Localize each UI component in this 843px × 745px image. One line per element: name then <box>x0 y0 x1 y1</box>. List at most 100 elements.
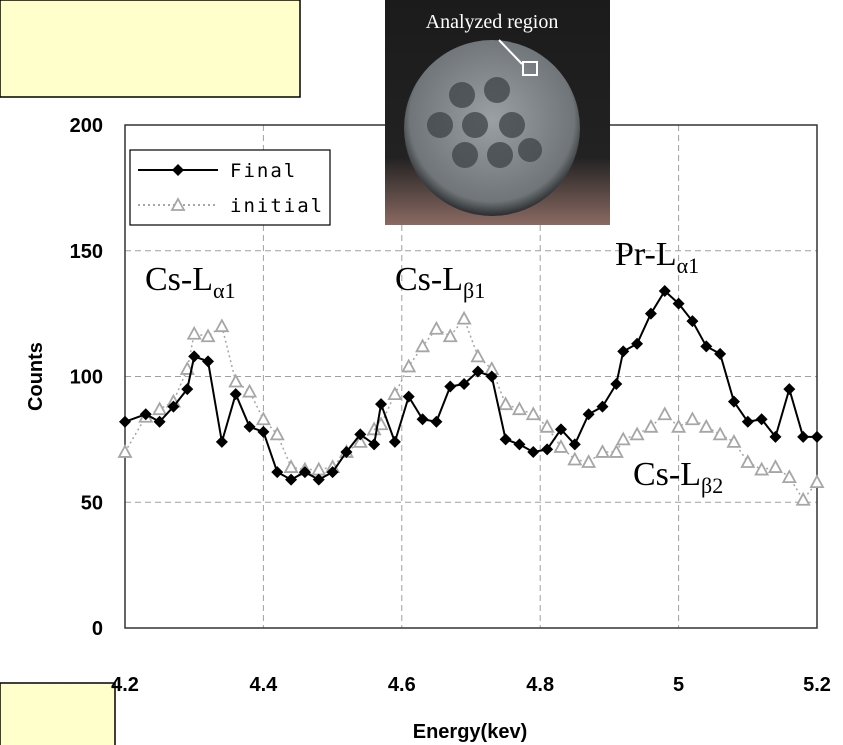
data-point <box>686 413 698 424</box>
data-point <box>728 436 740 447</box>
note-box <box>0 683 115 745</box>
data-point <box>417 413 429 425</box>
data-point <box>527 446 539 458</box>
data-point <box>313 464 325 475</box>
data-point <box>389 436 401 448</box>
data-point <box>216 320 228 331</box>
x-tick-label: 4.8 <box>526 674 554 696</box>
data-point <box>244 421 256 433</box>
data-point <box>769 461 781 472</box>
data-point <box>617 433 629 444</box>
peak-label-subscript: β2 <box>701 473 723 498</box>
data-point <box>569 453 581 464</box>
y-tick-label: 50 <box>81 492 103 514</box>
data-point <box>417 340 429 351</box>
data-point <box>742 416 754 428</box>
x-tick-label: 4.4 <box>249 674 278 696</box>
data-point <box>811 476 823 487</box>
data-point <box>700 340 712 352</box>
series <box>119 285 823 486</box>
y-tick-label: 150 <box>70 241 103 263</box>
data-point <box>700 421 712 432</box>
data-point <box>285 461 297 472</box>
data-point <box>631 338 643 350</box>
data-point <box>444 381 456 393</box>
chart: 0 50 100 150 200 4.2 4.4 4.6 4.8 5 5.2 Energy(kev) C… <box>0 0 843 745</box>
data-point <box>513 438 525 450</box>
peak-label-main: Pr-L <box>615 236 677 273</box>
data-point <box>299 466 311 478</box>
data-point <box>714 348 726 360</box>
data-point <box>783 471 795 482</box>
data-point <box>811 431 823 443</box>
legend-label: initial <box>230 195 324 217</box>
data-point <box>783 383 795 395</box>
peak-label-subscript: α1 <box>677 253 700 278</box>
data-point <box>513 403 525 414</box>
data-point <box>610 378 622 390</box>
peak-label-main: Cs-L <box>395 261 463 298</box>
peak-label-main: Cs-L <box>145 261 213 298</box>
inset-photo: Analyzed region <box>385 0 610 225</box>
y-axis-label: Counts <box>25 342 47 411</box>
data-point <box>244 386 256 397</box>
y-tick-label: 200 <box>70 115 103 137</box>
series-line <box>125 291 817 480</box>
data-point <box>500 433 512 445</box>
data-point <box>458 313 470 324</box>
data-point <box>583 408 595 420</box>
data-point <box>472 350 484 361</box>
data-point <box>430 323 442 334</box>
peak-label: Cs-Lβ2 <box>633 456 723 498</box>
data-point <box>216 436 228 448</box>
data-point <box>202 355 214 367</box>
data-point <box>188 350 200 362</box>
peak-label: Cs-Lβ1 <box>395 261 485 303</box>
data-point <box>403 391 415 403</box>
legend-label: Final <box>230 160 297 182</box>
x-tick-label: 4.6 <box>388 674 416 696</box>
data-point <box>555 441 567 452</box>
data-point <box>756 464 768 475</box>
data-point <box>797 494 809 505</box>
legend: Final initial <box>130 150 330 225</box>
data-point <box>631 428 643 439</box>
peak-label-subscript: β1 <box>463 278 485 303</box>
x-tick-label: 5 <box>673 674 684 696</box>
data-point <box>430 416 442 428</box>
data-point <box>285 474 297 486</box>
peak-label: Pr-Lα1 <box>615 236 699 278</box>
inset-label: Analyzed region <box>426 11 559 33</box>
x-tick-label: 5.2 <box>803 674 831 696</box>
data-point <box>500 398 512 409</box>
data-point <box>527 408 539 419</box>
data-point <box>728 396 740 408</box>
data-point <box>119 416 131 428</box>
peak-label: Cs-Lα1 <box>145 261 236 303</box>
y-tick-label: 0 <box>92 618 103 640</box>
data-point <box>230 388 242 400</box>
data-point <box>188 328 200 339</box>
data-point <box>403 360 415 371</box>
x-axis-label: Energy(kev) <box>413 721 528 743</box>
data-point <box>714 428 726 439</box>
data-point <box>742 456 754 467</box>
data-point <box>154 403 166 414</box>
note-box <box>0 0 300 97</box>
data-point <box>257 426 269 438</box>
peak-label-subscript: α1 <box>213 278 236 303</box>
data-point <box>659 408 671 419</box>
data-point <box>583 456 595 467</box>
data-point <box>271 466 283 478</box>
data-point <box>202 330 214 341</box>
data-point <box>119 446 131 457</box>
data-point <box>797 431 809 443</box>
y-tick-label: 100 <box>70 367 103 389</box>
data-point <box>257 413 269 424</box>
data-point <box>645 308 657 320</box>
x-tick-label: 4.2 <box>111 674 139 696</box>
data-point <box>230 376 242 387</box>
data-point <box>541 443 553 455</box>
data-point <box>389 388 401 399</box>
data-point <box>596 401 608 413</box>
